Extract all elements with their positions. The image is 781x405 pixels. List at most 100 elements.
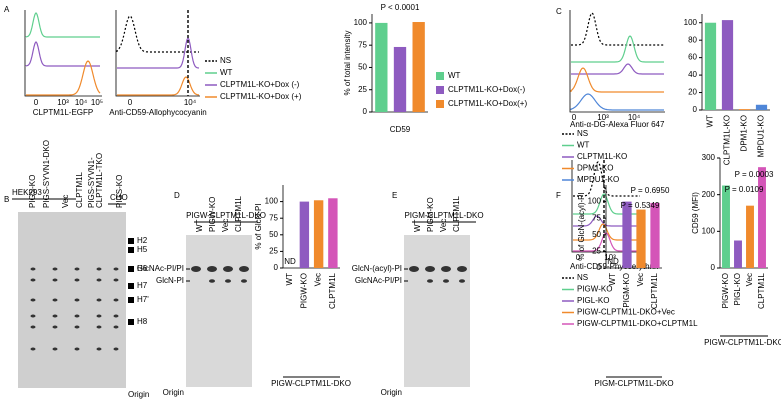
x-tick-label: CLPTM1L [757, 272, 766, 309]
y-tick-label: 50 [358, 63, 367, 72]
band-marker [128, 238, 134, 244]
bar [412, 22, 425, 112]
gel-spot [96, 347, 102, 351]
x-tick-label: DPM1-KO [740, 115, 749, 151]
histogram-curve [117, 76, 200, 96]
x-tick-label: WT [706, 115, 715, 128]
axis-label: Anti-CD59-Phycoerythrin [570, 262, 658, 271]
x-tick-label: CLPTM1L [328, 272, 337, 309]
y-tick-label: 25 [269, 247, 278, 256]
legend-label: CLPTM1L-KO+Dox (-) [220, 80, 300, 89]
gel-spot [30, 267, 36, 271]
bar [375, 22, 388, 113]
axis-label: CLPTM1L-EGFP [33, 108, 93, 117]
histogram-curve [116, 15, 199, 53]
histogram-curve [25, 12, 100, 38]
x-tick-label: Vec [314, 273, 323, 286]
y-tick-label: 60 [688, 53, 697, 62]
x-tick-label: PIGW-KO [721, 273, 730, 308]
x-tick-label: MPDU1-KO [757, 115, 766, 157]
panel-letter: E [392, 191, 397, 200]
flow-frame [571, 160, 642, 253]
flow-frame [569, 10, 665, 113]
tick-label: 10³ [604, 253, 616, 262]
gel-spot [409, 266, 419, 272]
panel-letter: B [4, 195, 9, 204]
lane-label: PIGS-KO [28, 175, 37, 208]
gel-spot [113, 347, 119, 351]
gel-spot [113, 278, 119, 282]
band-marker [128, 283, 134, 289]
lane-label: CLPTM1L-TKO [95, 153, 104, 208]
x-tick-label: Vec [745, 273, 754, 286]
y-tick-label: 25 [592, 247, 601, 256]
gel-spot [191, 266, 201, 272]
axis-label: Anti-α-DG-Alexa Fluor 647 [570, 120, 665, 129]
tick-label: 10³ [57, 98, 69, 107]
y-tick-label: 100 [684, 18, 698, 27]
annotation: P = 0.6950 [631, 186, 670, 195]
panel-letter: F [556, 191, 561, 200]
legend-label: NS [577, 129, 588, 138]
legend-label: CLPTM1L-KO+Dox(+) [448, 99, 527, 108]
gel-spot [52, 278, 58, 282]
y-tick-label: 75 [269, 213, 278, 222]
gel-spot [74, 298, 80, 302]
histogram-curve [26, 60, 101, 96]
bar [313, 200, 324, 268]
band-label: GlcN-PI [156, 276, 184, 285]
gel-d [186, 235, 252, 387]
gel-spot [74, 347, 80, 351]
legend-label: WT [448, 71, 461, 80]
gel-spot [30, 278, 36, 282]
flow-frame [115, 10, 200, 97]
gel-spot [207, 266, 217, 272]
legend-label: NS [220, 56, 231, 65]
group-label: PIGW-CLPTM1L-DKO [704, 338, 781, 347]
gel-spot [52, 347, 58, 351]
x-tick-label: WT [285, 273, 294, 286]
band-marker [128, 266, 134, 272]
histogram-curve [570, 93, 664, 111]
gel-spot [96, 278, 102, 282]
gel-spot [427, 279, 433, 283]
tick-label: 10⁵ [91, 98, 103, 107]
band-label: GlcNAc-PI/PI [355, 276, 402, 285]
lane-label: PIGM-KO [426, 197, 435, 232]
y-axis-label: % of total intensity [343, 31, 352, 96]
lane-label: Vec [221, 219, 230, 232]
y-tick-label: 100 [702, 226, 716, 235]
gels [18, 212, 470, 388]
annotation: P = 0.5349 [621, 201, 660, 210]
bar [758, 167, 766, 268]
legend-label: PIGL-KO [577, 296, 609, 305]
annotation: P < 0.0001 [381, 3, 420, 12]
tick-label: 0 [34, 98, 39, 107]
histogram-curve [573, 161, 640, 197]
lane-label: PIGS-SYVN1-DKO [42, 140, 51, 208]
band-marker [128, 247, 134, 253]
y-tick-label: 100 [588, 197, 602, 206]
y-tick-label: 40 [688, 70, 697, 79]
axis-label: Anti-CD59-Allophycocyanin [109, 108, 206, 117]
y-tick-label: 200 [702, 190, 716, 199]
gel-spot [239, 266, 249, 272]
band-label: H7' [137, 295, 149, 304]
x-tick-label: Vec [636, 273, 645, 286]
y-tick-label: 0 [363, 107, 368, 116]
gel-e [404, 235, 470, 387]
gel-spot [74, 267, 80, 271]
gel-spot [96, 325, 102, 329]
panel-letter: A [4, 5, 10, 14]
group-label: PIGM-CLPTM1L-DKO [594, 379, 673, 388]
bar [704, 22, 717, 110]
x-tick-label: PIGW-KO [299, 273, 308, 308]
lane-label: PIGS-SYVN1- [87, 157, 96, 208]
y-tick-label: 75 [358, 40, 367, 49]
histogram-curve [571, 35, 664, 63]
gel-spot [443, 279, 449, 283]
band-label: GlcN-(acyl)-PI [352, 264, 402, 273]
tick-label: 10⁴ [628, 113, 641, 122]
band-label: H5 [137, 245, 148, 254]
lane-label: CLPTM1L [452, 195, 461, 232]
